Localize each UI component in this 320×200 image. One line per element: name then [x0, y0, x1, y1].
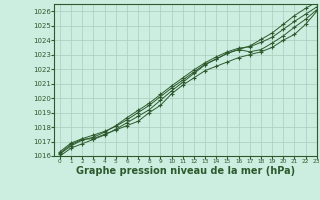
- X-axis label: Graphe pression niveau de la mer (hPa): Graphe pression niveau de la mer (hPa): [76, 166, 295, 176]
